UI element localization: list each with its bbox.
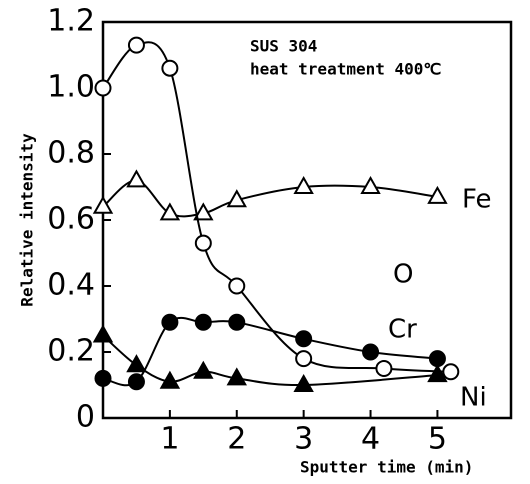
series-label: Ni bbox=[460, 383, 487, 413]
y-tick-label: 1.0 bbox=[47, 70, 95, 105]
point bbox=[228, 313, 246, 331]
point bbox=[360, 175, 381, 194]
y-tick-label: 0 bbox=[76, 400, 95, 435]
point bbox=[293, 175, 314, 194]
y-tick-label: 0.4 bbox=[47, 268, 95, 303]
series-label: Fe bbox=[462, 185, 492, 215]
point bbox=[362, 343, 380, 361]
annotation: heat treatment 400℃ bbox=[250, 60, 441, 79]
point bbox=[94, 79, 112, 97]
x-tick-label: 1 bbox=[160, 422, 179, 457]
point bbox=[295, 350, 313, 368]
x-tick-label: 5 bbox=[428, 422, 447, 457]
point bbox=[159, 202, 181, 221]
y-axis-label: Relative intensity bbox=[18, 133, 37, 307]
series-line bbox=[102, 179, 438, 218]
point bbox=[375, 360, 393, 377]
point bbox=[94, 369, 112, 387]
point bbox=[295, 330, 313, 348]
point bbox=[427, 364, 448, 383]
y-tick-label: 0.8 bbox=[47, 136, 95, 171]
point bbox=[159, 370, 181, 389]
annotation: SUS 304 bbox=[250, 37, 317, 56]
x-tick-label: 3 bbox=[294, 422, 313, 457]
point bbox=[92, 324, 114, 343]
point bbox=[193, 360, 214, 379]
point bbox=[127, 36, 145, 54]
point bbox=[161, 59, 179, 77]
point bbox=[194, 313, 212, 331]
series-line bbox=[102, 41, 451, 373]
point bbox=[127, 373, 145, 391]
point bbox=[92, 195, 114, 214]
x-tick-label: 2 bbox=[227, 422, 246, 457]
point bbox=[226, 189, 247, 208]
point bbox=[126, 354, 147, 373]
y-tick-label: 0.6 bbox=[47, 202, 95, 237]
point bbox=[161, 313, 179, 331]
y-tick-label: 1.2 bbox=[47, 4, 95, 39]
series-label: Cr bbox=[388, 315, 417, 345]
series-label: O bbox=[393, 260, 413, 290]
point bbox=[442, 363, 460, 381]
y-tick-label: 0.2 bbox=[47, 334, 95, 369]
point bbox=[228, 277, 246, 295]
point bbox=[293, 373, 314, 392]
point bbox=[194, 234, 212, 252]
x-axis-label: Sputter time (min) bbox=[300, 458, 473, 477]
point bbox=[126, 169, 147, 188]
point bbox=[427, 185, 448, 204]
x-tick-label: 4 bbox=[361, 422, 380, 457]
point bbox=[193, 202, 214, 221]
point bbox=[226, 367, 247, 386]
point bbox=[428, 350, 446, 368]
